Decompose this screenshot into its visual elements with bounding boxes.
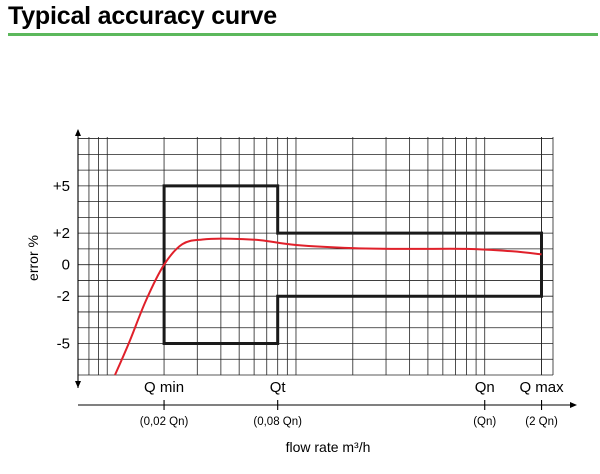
y-axis-arrow-down [75, 381, 81, 388]
x-marker-name: Q max [519, 379, 564, 396]
y-tick-labels: +5 +2 0 -2 -5 [53, 178, 70, 353]
x-marker-labels: Q min (0,02 Qn) Qt (0,08 Qn) Qn (Qn) Q max (2 Q… [140, 379, 564, 428]
chart-grid [78, 137, 554, 376]
x-marker-note: (0,02 Qn) [140, 416, 189, 428]
y-tick-label: +2 [53, 225, 70, 242]
y-axis-label: error % [25, 235, 41, 281]
title-rule [8, 33, 598, 36]
x-marker-note: (Qn) [473, 416, 496, 428]
page-title: Typical accuracy curve [8, 2, 277, 30]
y-tick-label: -5 [57, 335, 70, 352]
y-axis-arrow-up [75, 129, 81, 136]
accuracy-curve [114, 237, 542, 376]
y-tick-label: -2 [57, 288, 70, 305]
y-tick-label: 0 [62, 257, 70, 274]
x-marker-name: Qn [475, 379, 495, 396]
x-axis-arrow [570, 402, 577, 408]
x-marker-note: (0,08 Qn) [253, 416, 302, 428]
x-marker-note: (2 Qn) [525, 416, 558, 428]
x-axis-label: flow rate m³/h [286, 439, 371, 455]
error-envelope-layer [162, 184, 543, 345]
series-layer [114, 237, 542, 376]
x-marker-name: Q min [144, 379, 184, 396]
y-tick-label: +5 [53, 178, 70, 195]
chart-axes [75, 129, 577, 408]
x-marker-name: Qt [270, 379, 287, 396]
error-envelope [162, 184, 543, 345]
